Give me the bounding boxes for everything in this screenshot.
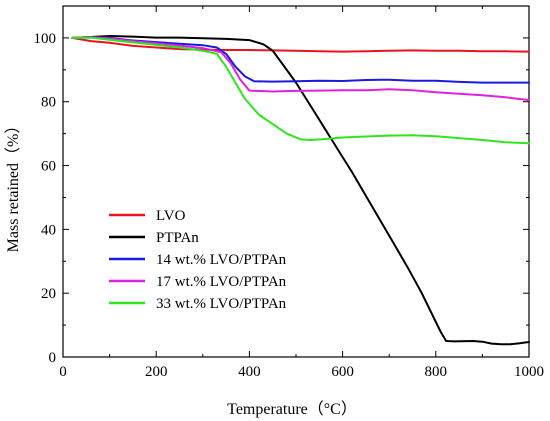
legend-label-3: 17 wt.% LVO/PTPAn	[156, 274, 287, 290]
series-line-0	[71, 36, 530, 53]
series-line-4	[71, 36, 530, 145]
legend: LVO PTPAn 14 wt.% LVO/PTPAn 17 wt.% LVO/PTP…	[109, 208, 287, 312]
y-tick-label: 20	[41, 286, 56, 302]
x-tick-label: 200	[145, 364, 168, 380]
x-tick-label: 600	[331, 364, 354, 380]
series-line-2	[71, 36, 530, 84]
plot-border	[62, 5, 530, 358]
legend-label-1: PTPAn	[156, 230, 199, 246]
axis-ticks	[62, 6, 530, 358]
y-tick-label: 0	[49, 350, 57, 366]
x-axis-label: Temperature（°C）	[227, 400, 357, 418]
y-tick-label: 60	[41, 159, 56, 175]
x-tick-label: 400	[238, 364, 261, 380]
series-lines	[71, 35, 530, 346]
y-tick-label: 40	[41, 222, 56, 238]
plot-frame	[62, 5, 530, 358]
x-tick-label: 800	[425, 364, 448, 380]
legend-label-2: 14 wt.% LVO/PTPAn	[156, 252, 287, 268]
legend-label-4: 33 wt.% LVO/PTPAn	[156, 296, 287, 312]
axis-tick-labels: 0 200 400 600 800 1000 0 20 40 60 80 100	[34, 31, 545, 380]
x-tick-label: 1000	[514, 364, 544, 380]
y-tick-label: 100	[34, 31, 57, 47]
x-tick-label: 0	[59, 364, 67, 380]
y-tick-label: 80	[41, 95, 56, 111]
series-line-3	[71, 36, 530, 102]
series-line-1	[71, 35, 530, 346]
y-axis-label: Mass retained（%）	[4, 118, 22, 253]
legend-label-0: LVO	[156, 208, 186, 224]
